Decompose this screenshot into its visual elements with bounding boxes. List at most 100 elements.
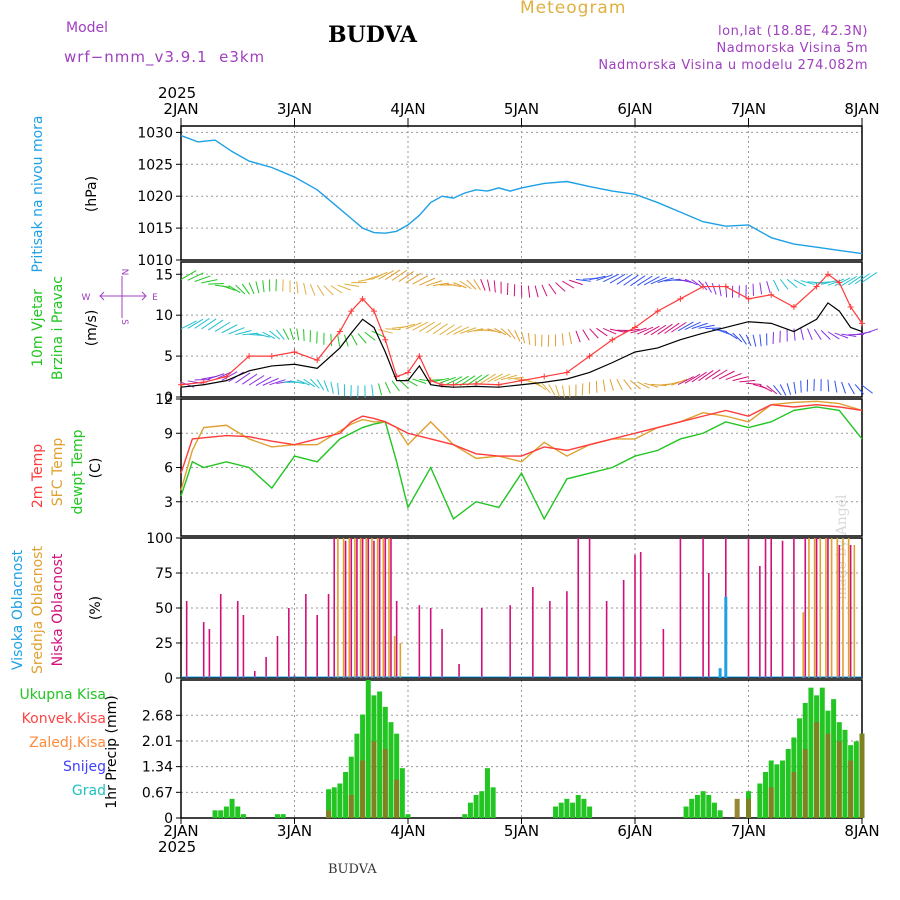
wind-arrow [534, 285, 539, 298]
wind-arrow [419, 321, 435, 332]
wind-arrow [827, 331, 840, 340]
lonlat-label: lon,lat (18.8E, 42.3N) [718, 24, 868, 39]
wind-arrow [773, 384, 782, 396]
t2m-line [180, 403, 863, 474]
wind-arrow [453, 375, 469, 386]
ytick-label-wind: 0 [164, 390, 173, 406]
wind-arrow [371, 384, 374, 397]
meteogram-label: Meteogram [520, 0, 627, 18]
year-bottom: 2025 [158, 838, 197, 856]
wind-arrow [391, 380, 400, 392]
page-title: BUDVA [328, 22, 417, 48]
wind-arrow [637, 381, 650, 389]
compass-n: N [119, 269, 129, 276]
wind-arrow [548, 384, 556, 396]
wind-arrow [201, 279, 218, 284]
wind-arrow [255, 333, 271, 338]
precip-bar-total [212, 810, 218, 818]
xtick-label-top: 7JAN [731, 100, 766, 118]
precip-bar-total [218, 810, 224, 818]
wind-arrow [371, 330, 385, 338]
wind-gust-marker [859, 320, 865, 327]
precip-bar-conv [348, 795, 354, 818]
wind-arrow [255, 376, 272, 386]
wind-arrow [739, 379, 756, 383]
wind-gust-marker [291, 349, 298, 355]
wind-arrow [357, 333, 367, 344]
wind-arrow [637, 275, 653, 287]
wind-arrow [569, 279, 583, 286]
ytick-label-pressure: 1025 [137, 157, 173, 173]
wind-arrow [759, 334, 762, 347]
wind-arrow [412, 378, 427, 384]
precip-bar-total [354, 733, 360, 818]
ytick-label-precip: 2.01 [142, 734, 173, 750]
altitude-label: Nadmorska Visina 5m [716, 41, 868, 56]
wind-arrow [187, 272, 204, 281]
wind-arrow [616, 378, 623, 391]
wind-arrow [793, 279, 807, 287]
ytick-label-wind: 5 [164, 349, 173, 365]
precip-bar-total [331, 787, 337, 818]
wind-arrow [596, 274, 613, 281]
wind-arrow [453, 282, 467, 289]
precip-bar-total [240, 814, 246, 818]
wind-arrow [813, 328, 822, 340]
precip-bar-total [337, 783, 343, 818]
wind-arrow [657, 277, 674, 283]
wind-arrow [678, 278, 693, 284]
wind-arrow [800, 328, 804, 341]
precip-legend-item: Snijeg [63, 759, 106, 775]
wind-arrow [568, 332, 573, 345]
wind-arrow [589, 275, 606, 281]
ytick-label-pressure: 1030 [137, 125, 173, 141]
wind-arrow [296, 379, 310, 386]
wind-arrow [779, 279, 789, 290]
wind-arrow [623, 328, 640, 333]
precip-legend-item: Ukupna Kisa [19, 687, 106, 703]
wind-arrow [725, 331, 738, 340]
wind-arrow [582, 329, 590, 341]
wind-gust-marker [824, 271, 831, 278]
wind-arrow [739, 333, 747, 345]
precip-bar-total [700, 791, 706, 818]
compass-arrows [99, 276, 147, 318]
wind-gust-marker [563, 369, 570, 376]
wind-arrow [364, 331, 376, 341]
wind-arrow [289, 328, 295, 341]
xtick-label-bottom: 3JAN [277, 822, 312, 840]
wind-arrow [561, 385, 565, 398]
precip-bar-total [780, 760, 786, 818]
precip-bar-total [763, 772, 769, 818]
precip-bar-total [774, 764, 780, 818]
precip-bar-total [842, 729, 848, 818]
wind-arrow [650, 324, 667, 336]
wind-arrow [814, 281, 831, 284]
temp-side-label-1: 2m Temp [30, 444, 46, 508]
precip-bar-total [581, 798, 587, 818]
precip-bar-total [405, 814, 411, 818]
wind-arrow [208, 283, 224, 285]
wind-arrow [235, 284, 246, 295]
ytick-label-precip: 0.67 [142, 785, 173, 801]
precip-bar-total [564, 798, 570, 818]
wind-gust-marker [268, 353, 275, 360]
wind-arrow [575, 278, 591, 282]
wind-arrow [630, 327, 647, 334]
wind-arrow [275, 329, 285, 340]
wind-arrow [650, 276, 667, 285]
precip-bar-conv [746, 798, 751, 818]
wind-arrow [514, 330, 521, 342]
precip-legend-item: Konvek.Kisa [22, 711, 106, 727]
precip-bar-total [683, 806, 689, 818]
wind-arrow [766, 280, 771, 293]
wind-arrow [194, 275, 211, 282]
wind-arrow [309, 283, 316, 296]
wind-arrow [691, 322, 708, 330]
xtick-label-bottom: 8JAN [844, 822, 879, 840]
cloud-side-label-1: Visoka Oblacnost [10, 549, 26, 670]
wind-arrow [507, 328, 516, 340]
wind-arrow [494, 373, 511, 382]
wind-arrow [793, 328, 796, 341]
